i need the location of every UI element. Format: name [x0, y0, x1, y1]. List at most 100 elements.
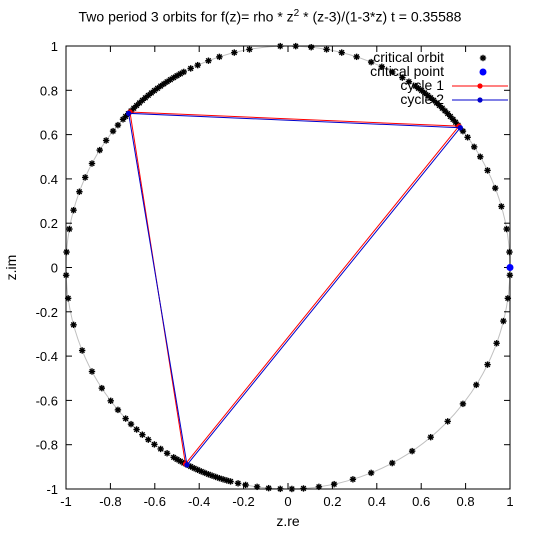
orbit-point [145, 436, 152, 443]
legend-marker [477, 97, 483, 103]
orbit-point [109, 127, 117, 135]
orbit-point [408, 447, 416, 455]
orbit-point [216, 53, 223, 61]
cycle-point [184, 462, 190, 468]
chart-title-prefix: Two period 3 orbits for f(z)= rho * z [78, 8, 294, 25]
x-tick-label: 0.6 [412, 494, 430, 509]
x-tick-label: 0.8 [457, 494, 475, 509]
orbit-point [338, 49, 345, 56]
orbit-point [96, 146, 103, 154]
orbit-point [323, 46, 330, 53]
orbit-point [503, 225, 510, 233]
orbit-point [493, 340, 500, 347]
orbit-point [492, 184, 499, 192]
orbit-point [88, 368, 96, 375]
orbit-point [163, 78, 171, 85]
orbit-point [265, 484, 272, 492]
orbit-point [277, 485, 284, 493]
x-tick-label: -0.2 [232, 494, 254, 509]
legend-label: cycle 2 [400, 91, 444, 107]
orbit-point [66, 225, 73, 233]
y-tick-label: -0.2 [36, 305, 58, 320]
orbit-point [133, 426, 140, 433]
orbit-point [498, 203, 505, 210]
legend-marker [479, 68, 487, 76]
legend-label: critical orbit [373, 49, 444, 65]
orbit-point [242, 481, 249, 489]
x-tick-label: 0.2 [323, 494, 341, 509]
y-tick-label: 0.6 [40, 128, 58, 143]
orbit-point [88, 160, 96, 167]
orbit-point [484, 167, 491, 174]
chart-title-superscript: 2 [293, 8, 300, 19]
orbit-point [389, 459, 396, 467]
orbit-point [444, 418, 451, 425]
y-tick-label: 0.8 [40, 83, 58, 98]
orbit-point [405, 78, 413, 85]
y-tick-label: -0.8 [36, 438, 58, 453]
y-tick-label: -0.6 [36, 393, 58, 408]
orbit-point [187, 65, 194, 72]
x-axis-label: z.re [276, 513, 300, 529]
orbit-point [464, 134, 471, 141]
orbit-point [288, 485, 296, 493]
orbit-point [119, 116, 127, 123]
orbit-point [506, 272, 514, 279]
orbit-point [64, 295, 72, 302]
orbit-point [102, 137, 110, 144]
cycle-point [126, 110, 132, 116]
orbit-point [504, 295, 512, 302]
legend-label: cycle 1 [400, 77, 444, 93]
orbit-point [127, 420, 135, 428]
orbit-point [70, 321, 77, 329]
y-axis-label: z.im [3, 255, 19, 281]
y-tick-label: -0.4 [36, 349, 58, 364]
legend-marker [477, 83, 483, 89]
orbit-point [389, 68, 396, 76]
orbit-point [63, 248, 70, 256]
x-tick-label: -1 [60, 494, 72, 509]
orbit-point [353, 53, 360, 61]
orbit-point [78, 347, 86, 354]
orbit-point [459, 400, 467, 408]
orbit-point [277, 42, 284, 50]
orbit-point [205, 57, 212, 64]
orbit-point [473, 381, 480, 389]
y-tick-label: 0 [51, 261, 58, 276]
legend-marker [479, 54, 487, 62]
orbit-point [114, 121, 122, 129]
chart-title-suffix: * (z-3)/(1-3*z) t = 0.35588 [299, 8, 462, 25]
x-tick-label: 0.4 [368, 494, 386, 509]
cycle-line [128, 112, 461, 467]
orbit-point [246, 46, 253, 53]
orbit-point [470, 143, 478, 151]
series-cycle-2 [126, 110, 463, 468]
orbit-point [139, 431, 146, 438]
orbit-point [367, 58, 375, 66]
x-tick-label: -0.8 [99, 494, 121, 509]
orbit-point [163, 450, 171, 457]
orbit-point [315, 483, 323, 491]
y-tick-label: -1 [46, 482, 58, 497]
x-tick-label: 1 [506, 494, 513, 509]
orbit-point [114, 406, 122, 414]
series-cycle-1 [127, 109, 462, 467]
y-tick-label: 0.2 [40, 216, 58, 231]
orbit-point [477, 153, 484, 160]
orbit-point [107, 397, 114, 405]
x-tick-label: -0.4 [188, 494, 210, 509]
orbit-point [378, 63, 386, 70]
x-tick-label: -0.6 [144, 494, 166, 509]
x-tick-label: 0 [284, 494, 291, 509]
orbit-point [412, 82, 419, 90]
orbit-point [170, 454, 177, 461]
orbit-point [253, 483, 261, 491]
legend-label: critical point [370, 63, 444, 79]
orbit-point [62, 272, 70, 279]
axis-ticks: -1 -0.8 -0.6 -0.4 -0.2 0 0.2 0.4 0.6 0.8 1 -1 -0.8 -0… [36, 39, 514, 509]
orbit-point [122, 415, 129, 422]
orbit-point [349, 476, 357, 483]
